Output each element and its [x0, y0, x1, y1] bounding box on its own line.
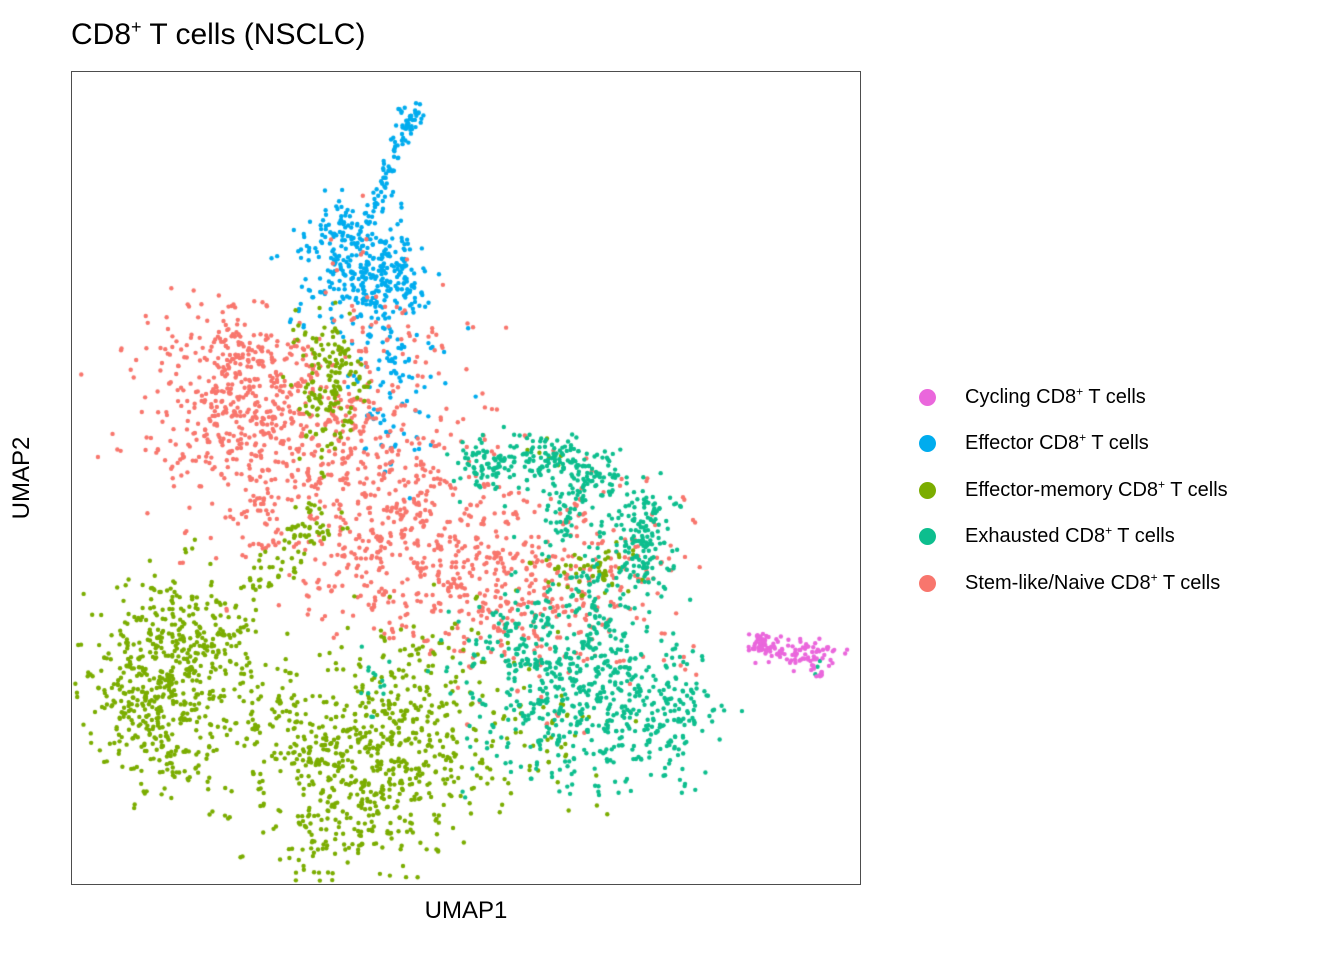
chart-title: CD8+ T cells (NSCLC) [71, 17, 366, 51]
legend-swatch-icon [919, 574, 936, 592]
legend-label: Effector CD8+ T cells [965, 430, 1149, 454]
legend-item-stem-like-naive: Stem-like/Naive CD8+ T cells [919, 571, 1228, 595]
legend-label: Cycling CD8+ T cells [965, 383, 1146, 408]
legend-swatch-icon [919, 481, 936, 499]
umap-scatter-canvas [72, 72, 860, 884]
legend-item-effector: Effector CD8+ T cells [919, 430, 1228, 456]
legend-label: Effector-memory CD8+ T cells [965, 476, 1228, 501]
legend-item-exhausted: Exhausted CD8+ T cells [919, 523, 1228, 549]
legend: Cycling CD8+ T cells Effector CD8+ T cel… [919, 385, 1228, 618]
x-axis-label: UMAP1 [424, 897, 508, 924]
legend-swatch-icon [919, 388, 936, 406]
legend-label: Exhausted CD8+ T cells [965, 523, 1175, 547]
plot-panel [71, 71, 861, 885]
y-axis-label: UMAP2 [8, 436, 35, 520]
legend-item-effector-memory: Effector-memory CD8+ T cells [919, 478, 1228, 502]
legend-swatch-icon [919, 528, 936, 545]
legend-item-cycling: Cycling CD8+ T cells [919, 385, 1228, 409]
legend-swatch-icon [919, 435, 936, 452]
legend-label: Stem-like/Naive CD8+ T cells [965, 569, 1221, 594]
